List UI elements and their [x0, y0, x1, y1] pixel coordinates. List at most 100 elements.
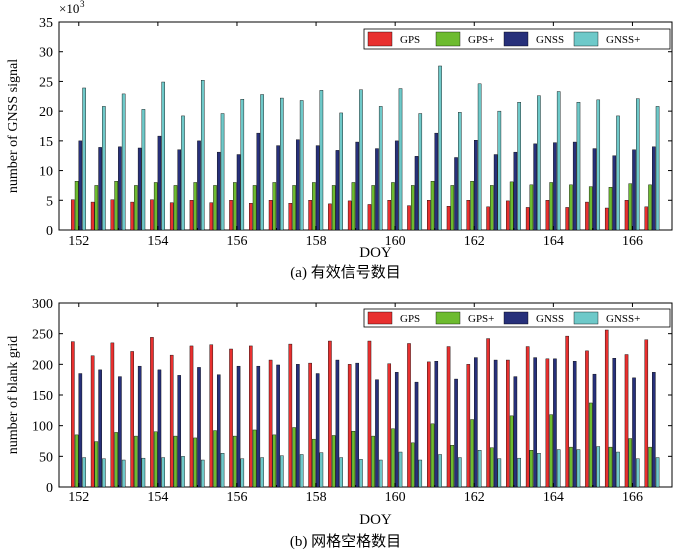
bar — [78, 373, 83, 488]
bar — [213, 430, 217, 488]
bar — [82, 87, 86, 231]
bar — [367, 204, 372, 231]
bar — [553, 142, 557, 231]
bar — [90, 201, 95, 231]
bar — [339, 112, 343, 231]
bar — [565, 335, 569, 488]
y-tick-label: 300 — [32, 297, 53, 312]
bar — [375, 379, 379, 488]
bar — [121, 93, 126, 231]
bar — [236, 154, 241, 231]
bar — [193, 437, 198, 488]
bar — [517, 457, 521, 488]
bar — [296, 139, 300, 231]
bar — [90, 355, 95, 488]
bar — [391, 182, 395, 231]
bar — [256, 132, 261, 231]
bar — [608, 187, 613, 231]
bar — [636, 458, 640, 488]
bar — [276, 364, 280, 488]
bar — [549, 182, 553, 231]
legend-label-gps-plus: GPS+ — [468, 313, 494, 325]
bar — [378, 459, 383, 488]
bar — [474, 357, 478, 488]
bar — [509, 415, 514, 488]
bar — [624, 354, 629, 488]
bar — [466, 364, 471, 488]
bar — [616, 451, 620, 488]
bar — [308, 200, 312, 231]
bar — [288, 343, 293, 488]
bar — [315, 373, 320, 488]
bar — [446, 206, 451, 231]
bar — [335, 359, 340, 488]
x-tick-label: 162 — [464, 490, 485, 505]
bar — [375, 148, 379, 231]
bar — [458, 457, 462, 488]
bar — [328, 340, 332, 488]
bar — [394, 140, 399, 231]
bar — [177, 149, 182, 231]
bar — [371, 185, 375, 231]
bar — [169, 202, 174, 231]
bar — [209, 202, 214, 231]
bar — [229, 200, 233, 231]
bar — [359, 459, 363, 488]
bar — [430, 181, 435, 231]
bar — [141, 109, 146, 231]
bar — [367, 340, 372, 488]
bar — [141, 457, 146, 488]
bar — [592, 148, 597, 231]
bar — [134, 185, 138, 231]
legend-label-gnss: GNSS — [536, 34, 564, 46]
bar — [655, 106, 660, 231]
bar — [110, 199, 115, 231]
bar — [351, 430, 356, 488]
chart-a-signal-count: 0 5 10 15 20 25 30 35 152 154 156 158 160 162 164 166 DO… — [6, 0, 673, 281]
x-tick-label: 166 — [622, 490, 643, 505]
bar — [197, 140, 201, 231]
bar — [355, 362, 359, 488]
bar — [493, 154, 498, 231]
bar — [74, 181, 79, 231]
bar — [82, 457, 86, 488]
legend-swatch-gnss — [503, 311, 529, 325]
bar — [387, 363, 392, 488]
bar — [430, 423, 435, 488]
bar — [130, 351, 134, 488]
bar — [181, 456, 185, 488]
y-tick-label: 35 — [39, 16, 53, 31]
bar — [490, 447, 494, 488]
bar — [157, 135, 162, 231]
bar — [335, 150, 340, 231]
bar — [569, 184, 573, 231]
bar — [474, 140, 478, 231]
bar — [394, 372, 399, 488]
bar — [153, 182, 158, 231]
legend-label-gnss: GNSS — [536, 313, 564, 325]
bar — [545, 200, 550, 231]
bar — [308, 362, 312, 488]
plot-frame — [58, 21, 673, 231]
bar — [331, 435, 336, 488]
bar — [347, 364, 352, 488]
bar — [197, 367, 201, 488]
bar — [418, 113, 423, 231]
x-tick-label: 162 — [464, 234, 485, 249]
bar — [604, 329, 609, 488]
bar — [644, 339, 649, 488]
bar — [378, 106, 383, 231]
series-gps — [71, 329, 649, 488]
bar — [189, 200, 194, 231]
y-tick-label: 0 — [46, 481, 53, 496]
x-tick-label: 160 — [385, 490, 406, 505]
bar — [486, 338, 490, 488]
series-gps-plus — [74, 181, 652, 231]
bar — [280, 455, 284, 488]
bar — [312, 182, 316, 231]
bar — [74, 434, 79, 488]
y-tick-label: 0 — [46, 224, 53, 239]
y-tick-label: 15 — [39, 135, 53, 150]
bar — [477, 450, 482, 488]
bar — [71, 199, 75, 231]
